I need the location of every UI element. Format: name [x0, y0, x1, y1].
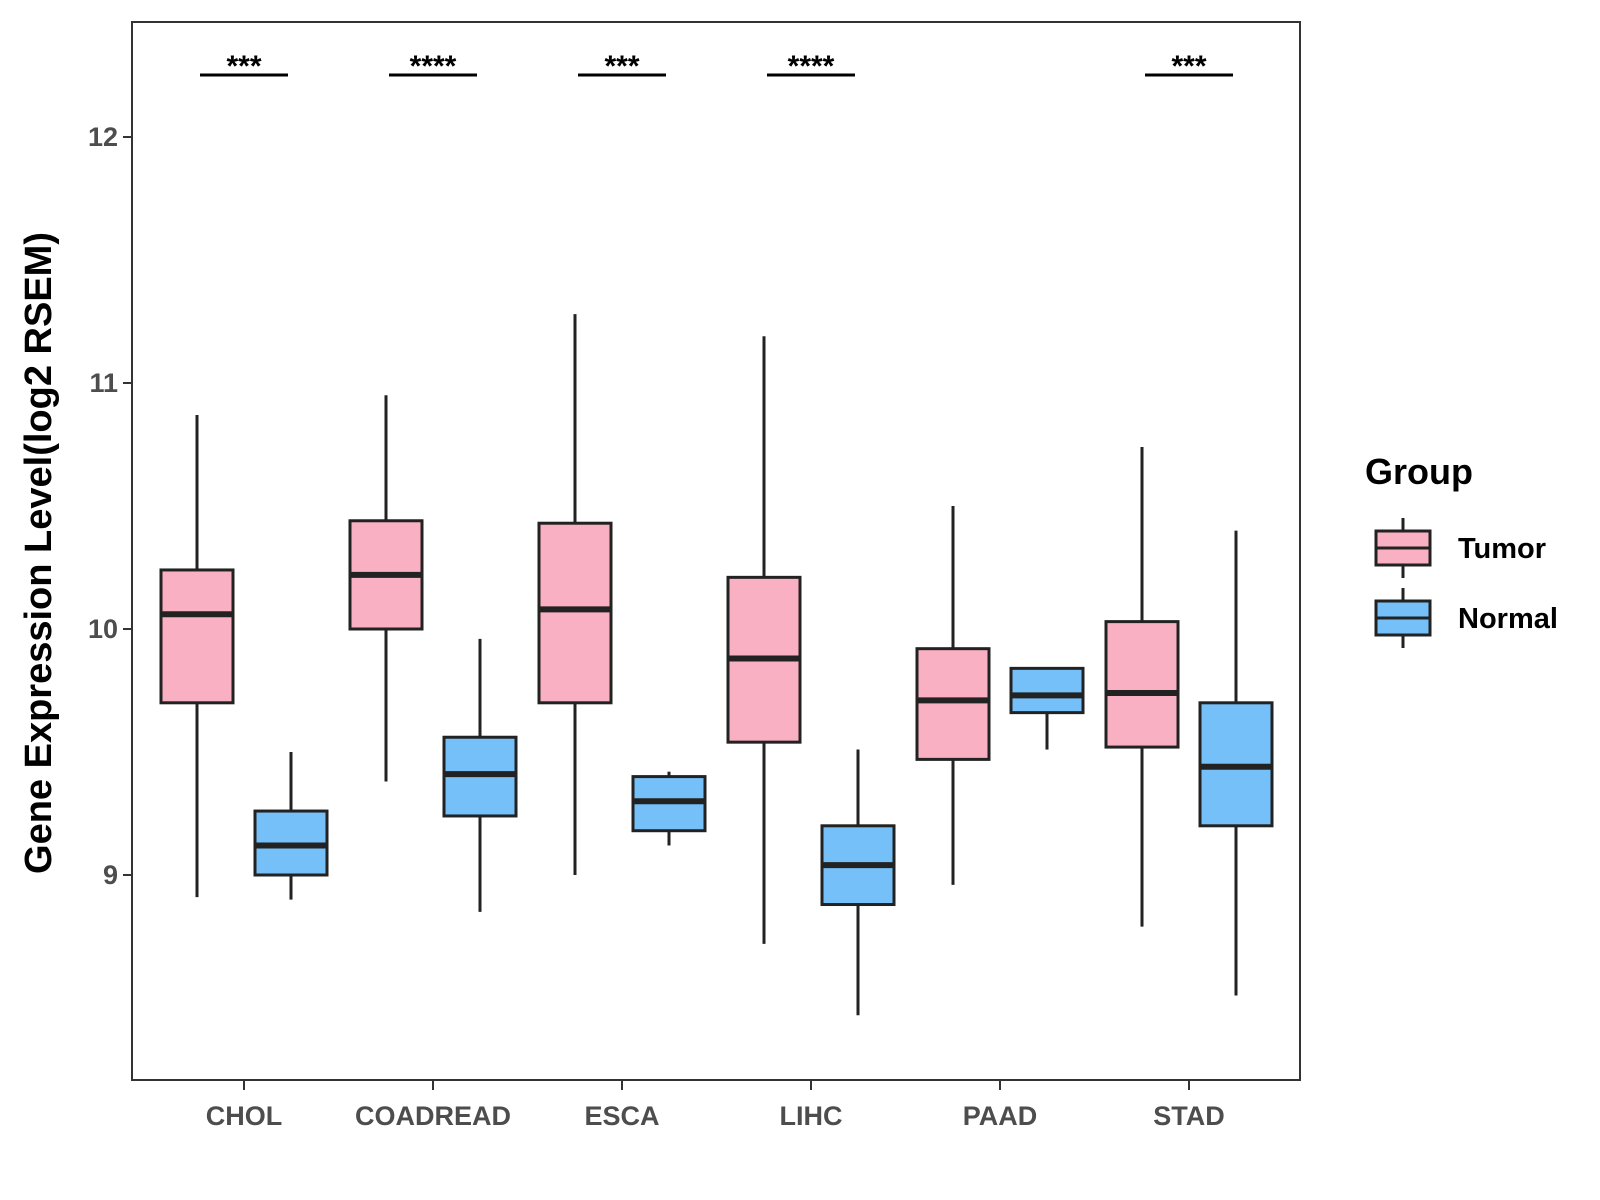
legend-title: Group — [1365, 451, 1473, 492]
significance-label: **** — [788, 50, 835, 83]
x-tick-label: ESCA — [584, 1101, 659, 1131]
plot-border — [131, 21, 1301, 1081]
box-normal-coadread — [442, 638, 518, 912]
y-tick-label: 11 — [89, 368, 118, 398]
box-normal-lihc — [820, 749, 896, 1016]
boxes — [159, 314, 1274, 1016]
y-tick-label: 12 — [88, 122, 118, 152]
box-tumor-chol — [159, 414, 235, 898]
box-iqr — [159, 568, 235, 705]
box-normal-stad — [1198, 530, 1274, 996]
legend: Group Tumor Normal — [1365, 451, 1558, 648]
box-iqr — [1104, 620, 1180, 749]
x-tick-label: CHOL — [206, 1101, 283, 1131]
box-iqr — [915, 647, 991, 761]
box-tumor-esca — [537, 314, 613, 875]
box-tumor-coadread — [348, 395, 424, 782]
significance-label: *** — [1171, 50, 1206, 83]
box-normal-chol — [253, 752, 329, 900]
box-tumor-paad — [915, 506, 991, 885]
x-tick-label: COADREAD — [355, 1101, 511, 1131]
x-tick-label: PAAD — [963, 1101, 1038, 1131]
y-axis-title: Gene Expression Level(log2 RSEM) — [18, 232, 60, 874]
y-tick-label: 10 — [88, 614, 118, 644]
y-tick-label: 9 — [103, 860, 118, 890]
box-iqr — [537, 521, 613, 705]
significance-label: **** — [410, 50, 457, 83]
box-tumor-lihc — [726, 336, 802, 944]
legend-entry-normal: Normal — [1374, 588, 1558, 648]
box-tumor-stad — [1104, 446, 1180, 927]
legend-entry-tumor: Tumor — [1374, 518, 1546, 578]
box-normal-esca — [631, 771, 707, 846]
box-iqr — [1009, 666, 1085, 715]
x-tick-label: LIHC — [780, 1101, 843, 1131]
plot-panel — [131, 21, 1301, 1081]
significance-label: *** — [226, 50, 261, 83]
x-axis: CHOL COADREAD ESCA LIHC PAAD STAD — [206, 1080, 1225, 1131]
y-axis: 9 10 11 12 — [88, 122, 132, 890]
legend-label: Tumor — [1458, 533, 1546, 565]
legend-label: Normal — [1458, 603, 1558, 635]
significance-label: *** — [604, 50, 639, 83]
significance-annotations: *** **** *** **** *** — [200, 50, 1233, 83]
box-normal-paad — [1009, 666, 1085, 750]
x-tick-label: STAD — [1153, 1101, 1225, 1131]
